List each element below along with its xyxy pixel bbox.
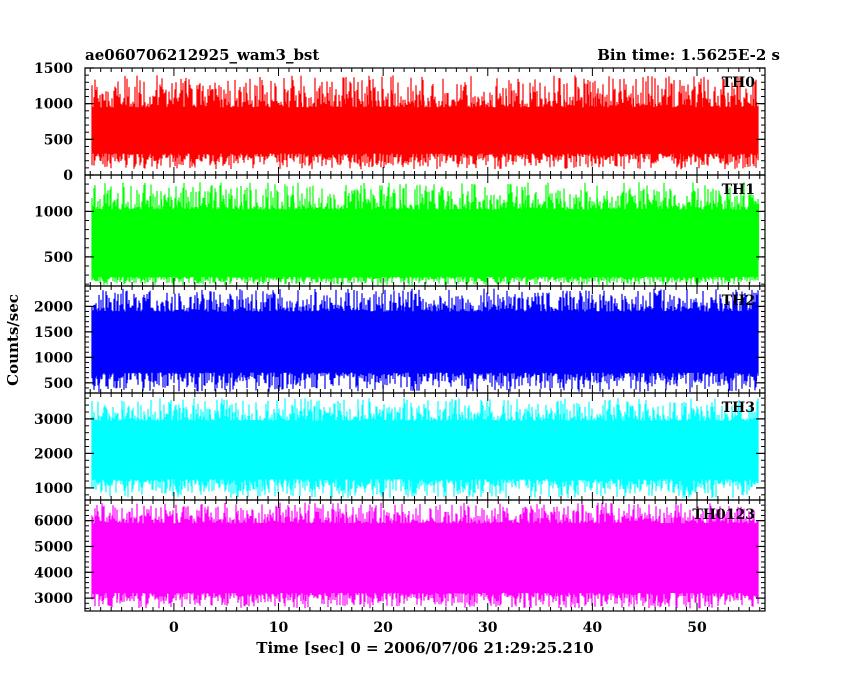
y-tick-label: 500 xyxy=(44,250,73,266)
panel-th2: 500 1000 1500 2000 TH2 xyxy=(34,285,766,394)
y-tick-label: 500 xyxy=(44,132,73,148)
series-label-th2: TH2 xyxy=(722,293,755,309)
y-tick-label: 5000 xyxy=(34,539,73,555)
y-tick-label: 1500 xyxy=(34,325,73,341)
y-tick-label: 1000 xyxy=(34,204,73,220)
y-tick-label: 1000 xyxy=(34,350,73,366)
y-tick-label: 6000 xyxy=(34,514,73,530)
y-tick-label: 3000 xyxy=(34,591,73,607)
x-tick-label: 20 xyxy=(373,620,393,636)
panel-th0: 0 500 1000 1500 TH0 xyxy=(34,61,766,184)
chart-title-left: ae060706212925_wam3_bst xyxy=(85,46,319,64)
chart-title-right: Bin time: 1.5625E-2 s xyxy=(597,46,780,64)
series-line-th3 xyxy=(91,398,759,498)
panel-th0123: 3000 4000 5000 6000 TH0123 xyxy=(34,499,766,612)
series-label-th3: TH3 xyxy=(722,400,755,416)
series-line-th2 xyxy=(91,288,759,392)
series-label-th0123: TH0123 xyxy=(692,507,755,523)
y-tick-label: 2000 xyxy=(34,299,73,315)
series-label-th1: TH1 xyxy=(722,182,755,198)
y-axis-label: Counts/sec xyxy=(4,294,22,386)
y-tick-label: 0 xyxy=(63,168,73,184)
x-tick-label: 50 xyxy=(687,620,707,636)
y-tick-label: 1000 xyxy=(34,481,73,497)
panel-th1: 500 1000 TH1 xyxy=(34,174,766,287)
x-tick-label: 10 xyxy=(269,620,289,636)
x-tick-label: 30 xyxy=(478,620,498,636)
y-tick-label: 3000 xyxy=(34,412,73,428)
series-line-th0 xyxy=(91,75,759,170)
y-tick-label: 1500 xyxy=(34,61,73,77)
x-tick-label: 0 xyxy=(169,620,179,636)
series-label-th0: TH0 xyxy=(722,75,756,91)
series-line-th0123 xyxy=(91,502,759,609)
y-tick-label: 500 xyxy=(44,376,73,392)
x-tick-label: 40 xyxy=(583,620,603,636)
x-axis-label: Time [sec] 0 = 2006/07/06 21:29:25.210 xyxy=(256,639,593,657)
y-tick-label: 4000 xyxy=(34,565,73,581)
series-line-th1 xyxy=(91,182,760,286)
panel-th3: 1000 2000 3000 TH3 xyxy=(34,392,766,501)
y-tick-label: 1000 xyxy=(34,97,73,113)
panels-group: 050010001500TH05001000TH1500100015002000… xyxy=(34,61,766,636)
y-tick-label: 2000 xyxy=(34,446,73,462)
